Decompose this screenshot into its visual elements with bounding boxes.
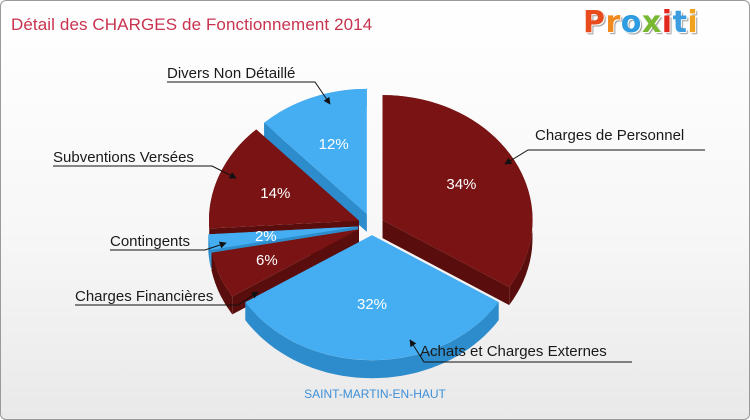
leader-line [75, 291, 259, 306]
slice-percent-label: 34% [446, 176, 476, 193]
slice-percent-label: 12% [319, 136, 349, 153]
slice-percent-label: 32% [357, 296, 387, 313]
leader-line [53, 165, 237, 179]
slice-category-label: Achats et Charges Externes [420, 343, 607, 360]
leader-line [409, 339, 632, 363]
logo-letter: i [661, 5, 673, 40]
pie-slice[interactable] [382, 95, 533, 288]
slice-category-label: Charges de Personnel [535, 127, 684, 144]
pie-slice[interactable] [208, 226, 359, 250]
slice-category-label: Divers Non Détaillé [167, 65, 295, 82]
slice-category-label: Contingents [110, 233, 190, 250]
proxiti-logo[interactable]: Proxiti [583, 5, 698, 40]
logo-letter: x [641, 5, 662, 40]
pie-slice[interactable] [209, 129, 359, 229]
slice-percent-label: 6% [256, 252, 278, 269]
logo-letter: r [605, 5, 621, 40]
chart-title: Détail des CHARGES de Fonctionnement 201… [11, 15, 373, 34]
pie-slice[interactable] [245, 235, 499, 361]
logo-letter: P [583, 5, 606, 40]
leader-line [110, 241, 227, 251]
pie-slice[interactable] [211, 229, 359, 297]
leader-line [504, 149, 705, 165]
slice-percent-label: 2% [255, 228, 277, 245]
commune-name: SAINT-MARTIN-EN-HAUT [304, 387, 446, 401]
slice-category-label: Charges Financières [75, 288, 213, 305]
logo-letter: t [672, 5, 688, 40]
leader-line [167, 81, 331, 105]
logo-letter: i [687, 5, 699, 40]
pie-slice[interactable] [264, 88, 367, 214]
slice-category-label: Subventions Versées [53, 149, 194, 166]
slice-percent-label: 14% [260, 185, 290, 202]
logo-letter: o [620, 5, 642, 40]
